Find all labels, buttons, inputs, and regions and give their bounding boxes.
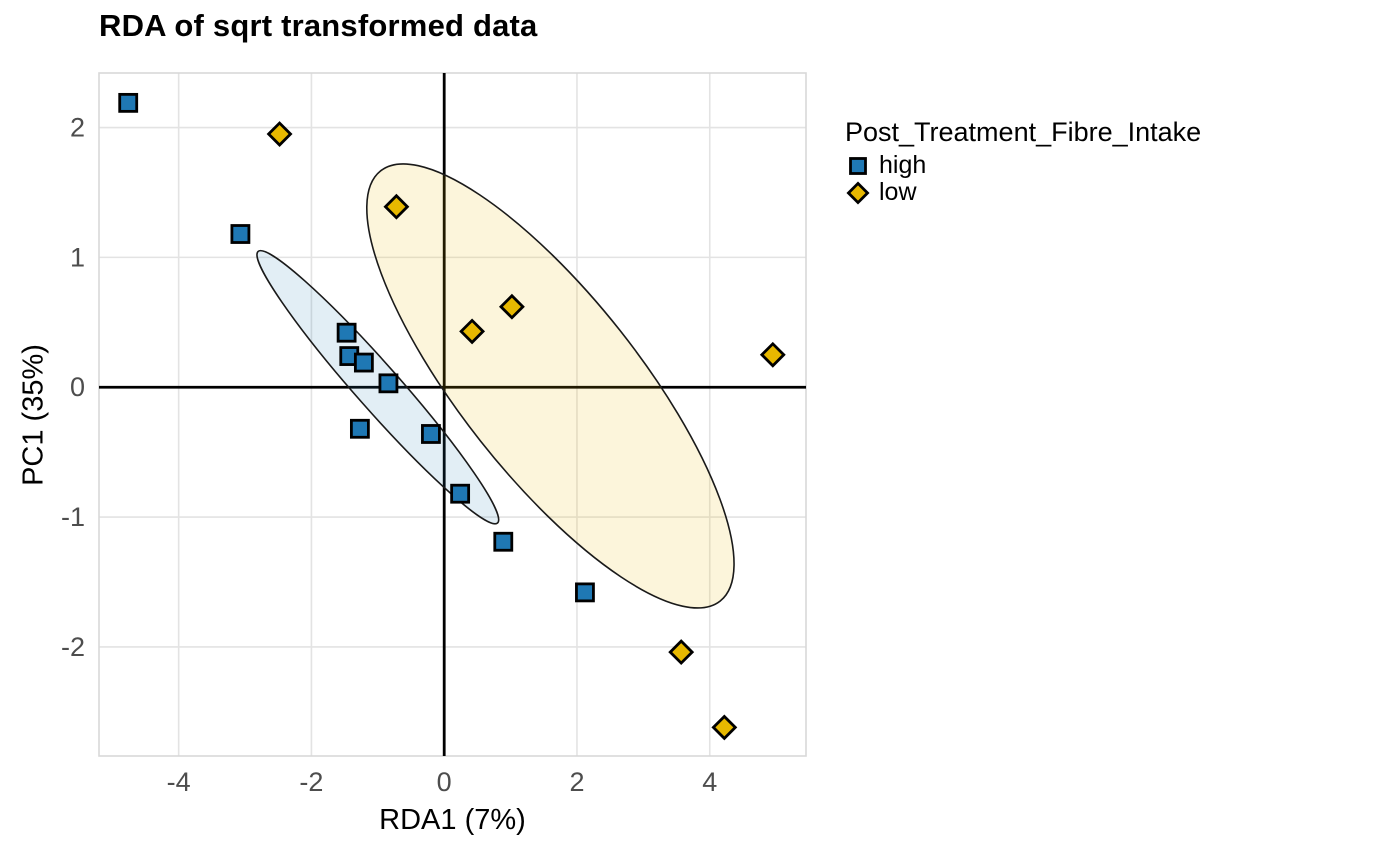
- legend-diamond-marker: [846, 181, 870, 205]
- diamond-marker-icon: [845, 179, 879, 206]
- x-tick-label: -4: [167, 767, 191, 797]
- data-point-high: [336, 322, 357, 343]
- data-point-high: [450, 483, 471, 504]
- y-tick-label: -2: [61, 632, 85, 662]
- x-tick-label: 2: [569, 767, 584, 797]
- y-tick-label: 0: [70, 372, 85, 402]
- legend-title: Post_Treatment_Fibre_Intake: [845, 117, 1202, 147]
- x-tick-labels: -4 -2 0 2 4: [167, 767, 718, 797]
- legend-item-label: low: [879, 178, 917, 206]
- y-tick-label: 1: [70, 242, 85, 272]
- data-point-high: [421, 424, 441, 444]
- chart-title: RDA of sqrt transformed data: [99, 8, 538, 43]
- panel-border: [98, 72, 807, 757]
- data-point-low: [383, 193, 410, 220]
- data-point-low: [459, 318, 486, 345]
- legend-square-marker: [849, 157, 867, 175]
- y-tick-label: -1: [61, 502, 85, 532]
- data-point-high: [230, 224, 251, 244]
- zero-axis-lines: [99, 73, 806, 756]
- y-tick-labels: 2 1 0 -1 -2: [61, 113, 85, 662]
- y-axis-title: PC1 (35%): [17, 344, 50, 486]
- plot-panel: [99, 73, 806, 756]
- panel-background: [99, 73, 806, 756]
- panel-border-rect: [98, 72, 807, 757]
- square-key-icon: [849, 157, 867, 175]
- legend-item-low: low: [845, 178, 1390, 206]
- x-tick-label: 4: [702, 767, 717, 797]
- data-point-high: [378, 373, 399, 394]
- ellipse-high: [256, 249, 500, 525]
- data-point-low: [498, 293, 525, 320]
- x-tick-label: -2: [299, 767, 323, 797]
- data-point-high: [353, 352, 374, 373]
- x-tick-label: 0: [437, 767, 452, 797]
- data-point-low: [668, 639, 695, 666]
- x-axis-title: RDA1 (7%): [379, 804, 526, 836]
- diamond-key-icon: [846, 181, 870, 205]
- legend: Post_Treatment_Fibre_Intake high low: [845, 112, 1390, 206]
- data-point-high: [349, 418, 370, 439]
- data-point-high: [118, 92, 139, 113]
- data-points: [118, 92, 786, 741]
- y-tick-label: 2: [70, 113, 85, 143]
- data-point-low: [759, 341, 786, 368]
- data-point-high: [575, 582, 595, 603]
- data-point-low: [266, 121, 293, 147]
- square-marker-icon: [845, 152, 879, 179]
- legend-item-label: high: [879, 151, 927, 179]
- data-point-low: [711, 714, 738, 741]
- confidence-ellipses: [256, 163, 735, 609]
- legend-item-high: high: [845, 151, 1390, 179]
- data-point-high: [493, 531, 514, 552]
- ellipse-low: [365, 163, 735, 609]
